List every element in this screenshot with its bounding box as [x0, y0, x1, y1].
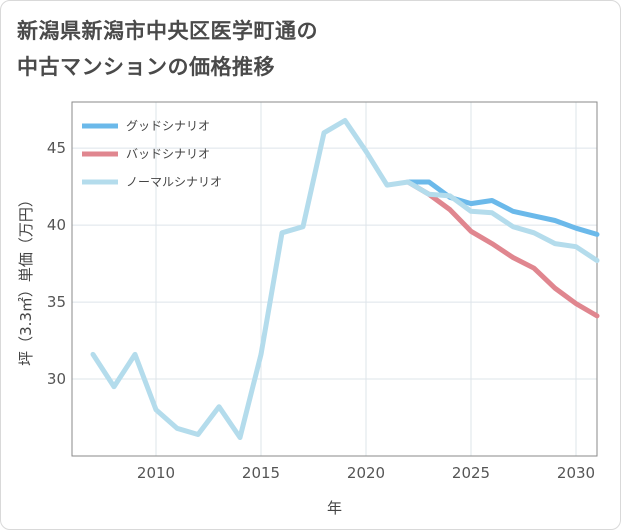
legend-label: グッドシナリオ [126, 119, 210, 133]
title-line-2: 中古マンションの価格推移 [17, 55, 275, 79]
series-lines [90, 118, 600, 440]
series-line-2 [90, 118, 600, 440]
series-line-0 [405, 179, 600, 237]
series-line-1 [405, 179, 600, 319]
title-line-1: 新潟県新潟市中央区医学町通の [17, 19, 318, 43]
y-tick-label: 45 [47, 139, 66, 157]
y-axis-title: 坪（3.3㎡）単価（万円） [17, 192, 35, 366]
x-axis-ticks: 2010 2015 2020 2025 2030 [137, 464, 595, 482]
x-tick-label: 2020 [347, 464, 385, 482]
x-tick-label: 2030 [557, 464, 595, 482]
x-axis-title: 年 [327, 499, 342, 517]
plot-frame [71, 101, 598, 457]
y-tick-label: 30 [47, 370, 66, 388]
y-tick-label: 35 [47, 293, 66, 311]
x-tick-label: 2025 [452, 464, 490, 482]
y-axis-ticks: 30 35 40 45 [47, 139, 66, 388]
y-tick-label: 40 [47, 216, 66, 234]
x-tick-label: 2010 [137, 464, 175, 482]
legend-label: バッドシナリオ [126, 147, 210, 161]
chart-title: 新潟県新潟市中央区医学町通の 中古マンションの価格推移 [17, 13, 318, 85]
x-tick-label: 2015 [242, 464, 280, 482]
legend-label: ノーマルシナリオ [126, 175, 222, 189]
